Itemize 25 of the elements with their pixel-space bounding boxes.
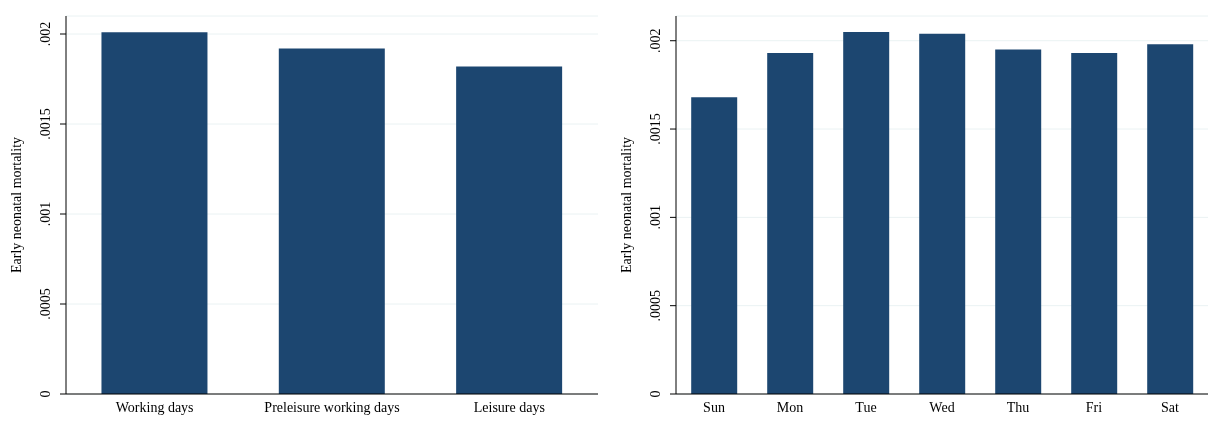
y-tick-label: 0 (38, 390, 53, 398)
bar (456, 66, 563, 394)
y-tick-label: .0005 (38, 288, 53, 320)
y-tick-label: .001 (38, 201, 53, 227)
y-tick-label: .002 (648, 28, 663, 53)
x-tick-label: Sat (1161, 399, 1180, 415)
x-tick-label: Preleisure working days (264, 399, 400, 415)
y-tick-label: 0 (648, 390, 663, 398)
x-tick-label: Tue (855, 399, 877, 415)
x-tick-label: Fri (1085, 399, 1103, 415)
x-tick-label: Mon (776, 399, 804, 415)
y-tick-label: .0015 (648, 113, 663, 145)
x-tick-label: Leisure days (473, 399, 545, 415)
x-tick-label: Working days (115, 399, 194, 415)
y-tick-label: .0015 (38, 108, 53, 140)
bar (101, 32, 208, 394)
x-tick-label: Thu (1006, 399, 1030, 415)
y-tick-label: .001 (648, 205, 663, 230)
x-tick-label: Sun (703, 399, 725, 415)
y-tick-label: .002 (38, 21, 53, 47)
x-tick-label: Wed (929, 399, 955, 415)
y-tick-label: .0005 (648, 289, 663, 322)
bar (278, 48, 385, 394)
y-axis-title: Early neonatal mortality (8, 136, 24, 274)
y-axis-title: Early neonatal mortality (618, 136, 634, 274)
